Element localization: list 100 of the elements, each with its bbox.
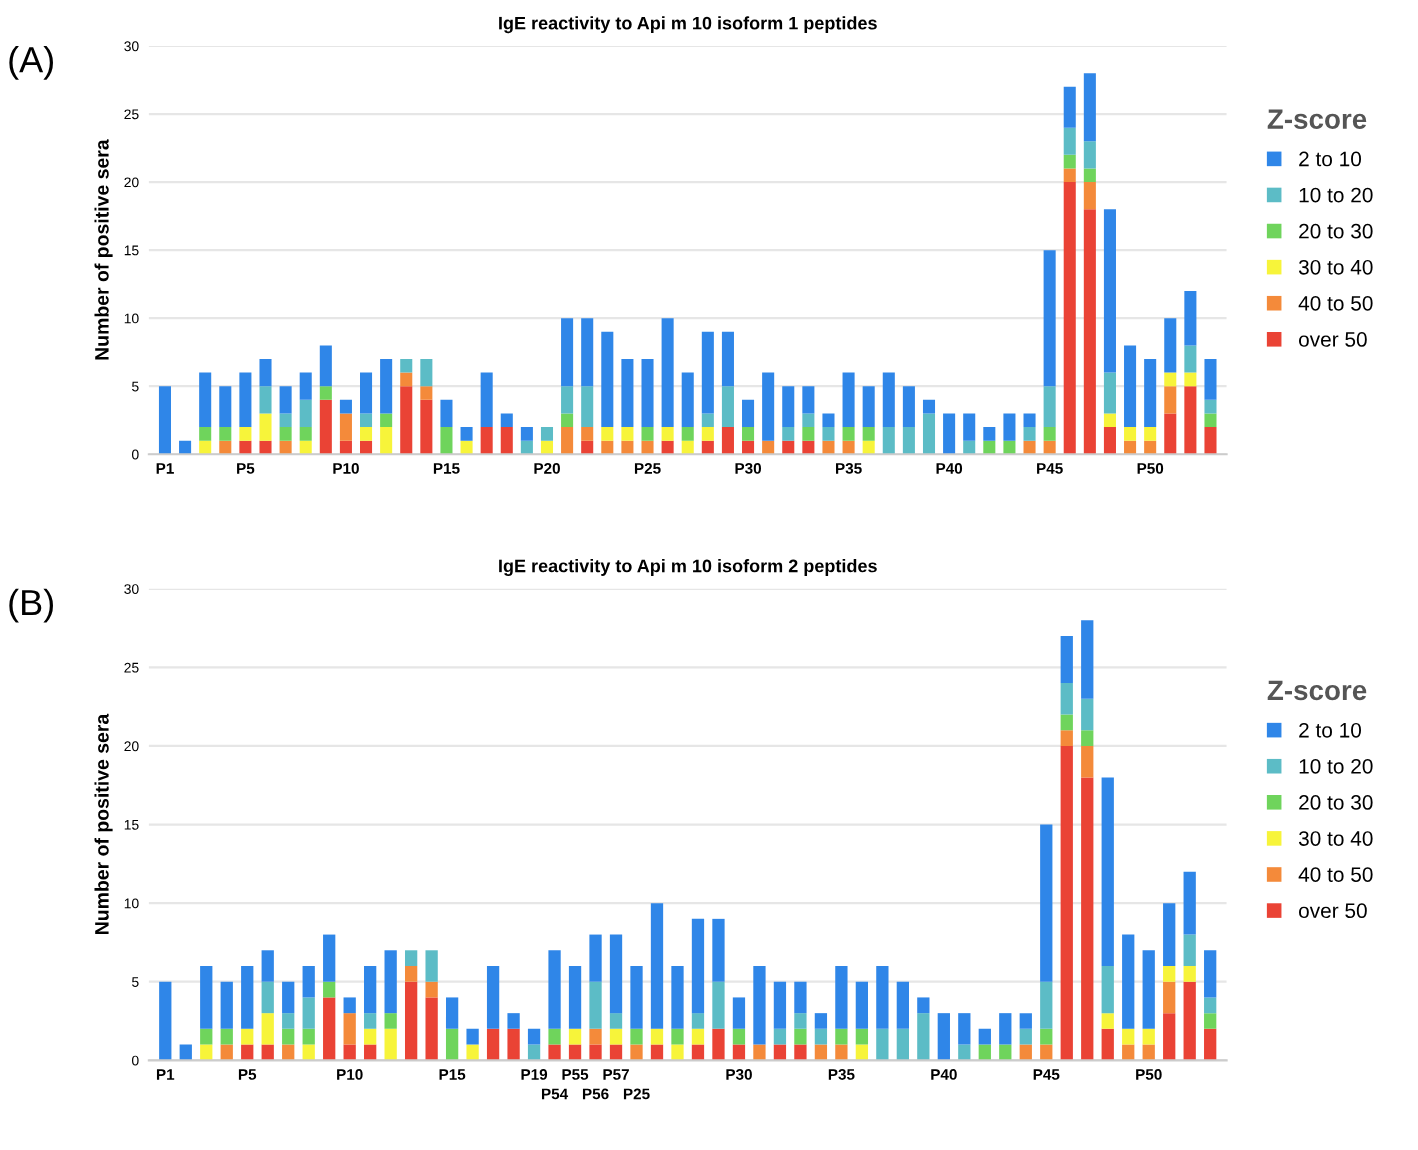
bar [876, 1028, 889, 1061]
bar [364, 966, 377, 1014]
bar [425, 997, 438, 1061]
bar [822, 440, 835, 455]
legend-label: 30 to 40 [1298, 259, 1373, 275]
bar [1023, 440, 1036, 455]
bar [384, 1013, 397, 1029]
bar [239, 427, 252, 441]
bar [360, 372, 373, 414]
bar [650, 903, 664, 1029]
bar [1204, 997, 1217, 1014]
bar [773, 981, 787, 1029]
bar [589, 1044, 602, 1061]
bar [862, 427, 875, 441]
bar [568, 966, 582, 1029]
bar [440, 399, 453, 428]
legend-label: 10 to 20 [1299, 758, 1373, 774]
bar [507, 1013, 520, 1029]
bar [732, 1028, 746, 1045]
bar [630, 1028, 643, 1045]
legend-title: Z-score [1267, 109, 1367, 129]
bar [671, 1044, 684, 1061]
bar [609, 1028, 623, 1045]
bar [1163, 903, 1176, 966]
bar [721, 386, 734, 428]
bar [400, 358, 413, 373]
bar [259, 440, 272, 455]
bar [302, 1028, 315, 1045]
bar [917, 1013, 930, 1061]
bar [1043, 427, 1056, 441]
bar [1142, 1028, 1155, 1045]
bar [862, 386, 875, 428]
bar [299, 399, 312, 428]
bar [158, 386, 172, 455]
bar [983, 427, 996, 441]
bar [701, 413, 714, 428]
bar [323, 997, 336, 1061]
bar [1019, 1013, 1032, 1029]
bar [681, 427, 694, 441]
bar [219, 386, 232, 428]
bar [380, 413, 393, 428]
legend-title: Z-score [1267, 680, 1367, 701]
bar [1163, 1013, 1176, 1061]
bar [1060, 635, 1073, 684]
bar [1063, 168, 1076, 183]
bar [1019, 1028, 1032, 1045]
bar [917, 997, 930, 1014]
bar [440, 427, 453, 455]
bar [400, 386, 413, 455]
bar [1103, 209, 1116, 373]
bar [1081, 620, 1094, 699]
bar [1183, 966, 1196, 982]
bar [1063, 154, 1076, 169]
y-axis-title: Number of positive sera [94, 713, 113, 934]
bar [835, 1028, 848, 1045]
bar [814, 1028, 828, 1045]
bar [896, 1028, 909, 1061]
bar [241, 1028, 254, 1045]
bar [1023, 413, 1036, 428]
bar [1103, 413, 1116, 428]
bar [999, 1013, 1012, 1045]
bar [835, 1044, 848, 1061]
bar [1083, 73, 1096, 142]
bar [1164, 386, 1177, 414]
bar [466, 1044, 479, 1061]
legend-label: 10 to 20 [1299, 187, 1373, 203]
bar [581, 427, 594, 441]
bar [527, 1028, 541, 1045]
bar [712, 981, 725, 1029]
text: (B) [9, 588, 53, 623]
bar [259, 413, 272, 441]
bar [1183, 871, 1196, 935]
bar [601, 427, 614, 441]
bar [302, 966, 315, 998]
bar [937, 1013, 950, 1061]
bar [279, 427, 292, 441]
chart-title: IgE reactivity to Api m 10 isoform 1 peptides [499, 16, 877, 34]
bar [1103, 427, 1116, 455]
bar [958, 1013, 971, 1045]
bar [1003, 413, 1016, 441]
bar [1023, 427, 1036, 441]
bar [239, 372, 252, 428]
bar [721, 427, 734, 455]
bar [691, 918, 705, 1014]
bar [1124, 345, 1137, 428]
bar [782, 427, 795, 441]
bar [609, 1013, 623, 1029]
bar [1142, 950, 1155, 1029]
bar [480, 372, 493, 428]
bar [561, 427, 574, 455]
bar [1043, 250, 1056, 387]
legend-label: 2 to 10 [1299, 151, 1362, 167]
bar [882, 427, 895, 455]
bar [712, 918, 725, 982]
bar [1204, 950, 1217, 998]
legend-label: over 50 [1299, 903, 1367, 919]
bar [1204, 1013, 1217, 1029]
bar [963, 413, 976, 441]
bar [380, 358, 393, 414]
bar [773, 1028, 787, 1045]
